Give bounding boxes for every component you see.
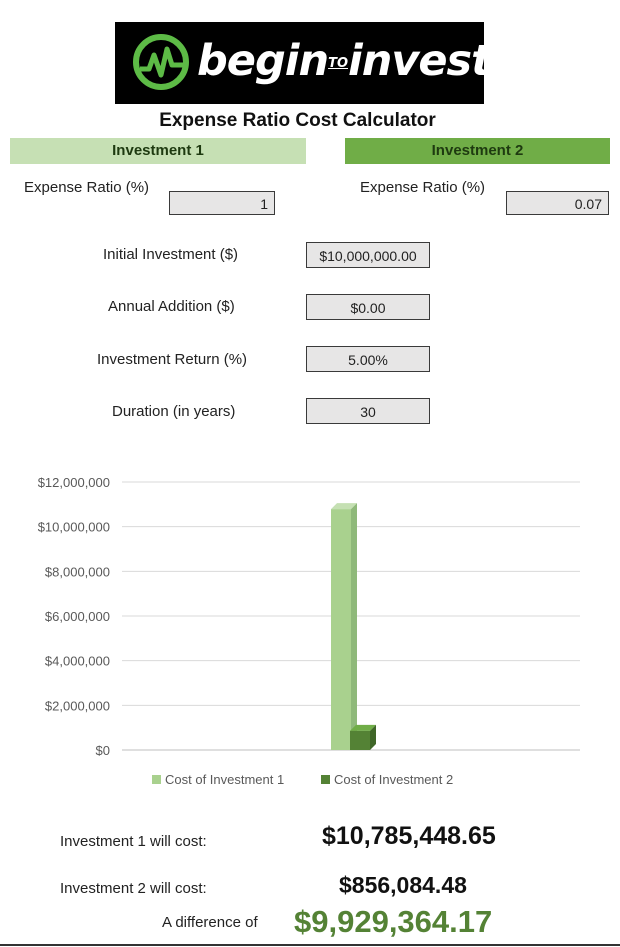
investment-2-cost-value: $856,084.48 xyxy=(339,872,467,898)
expense-ratio-1-field[interactable]: 1 xyxy=(169,191,275,215)
duration-label: Duration (in years) xyxy=(112,403,236,420)
logo: beginTOinvest xyxy=(115,22,492,104)
legend-label-2: Cost of Investment 2 xyxy=(334,772,453,787)
initial-investment-field[interactable]: $10,000,000.00 xyxy=(306,242,430,268)
investment-return-field[interactable]: 5.00% xyxy=(306,346,430,372)
y-axis-ticks: $0 $2,000,000 $4,000,000 $6,000,000 $8,000,0… xyxy=(38,475,110,758)
annual-addition-field[interactable]: $0.00 xyxy=(306,294,430,320)
chart-legend: Cost of Investment 1 Cost of Investment 2 xyxy=(152,772,453,787)
logo-chart-icon xyxy=(133,34,189,90)
difference-value: $9,929,364.17 xyxy=(294,904,493,939)
bottom-divider xyxy=(0,944,620,946)
difference-label: A difference of xyxy=(162,914,258,931)
y-tick-label: $12,000,000 xyxy=(38,475,110,490)
investment-1-header: Investment 1 xyxy=(10,138,306,164)
y-tick-label: $6,000,000 xyxy=(45,609,110,624)
investment-2-cost-label: Investment 2 will cost: xyxy=(60,880,207,897)
investment-1-cost-value: $10,785,448.65 xyxy=(322,822,496,850)
annual-addition-label: Annual Addition ($) xyxy=(108,298,235,315)
y-tick-label: $10,000,000 xyxy=(38,520,110,535)
duration-field[interactable]: 30 xyxy=(306,398,430,424)
logo-wordmark: beginTOinvest xyxy=(197,36,492,86)
legend-label-1: Cost of Investment 1 xyxy=(165,772,284,787)
legend-swatch-2 xyxy=(321,775,330,784)
legend-swatch-1 xyxy=(152,775,161,784)
chart-bars xyxy=(331,503,376,750)
y-tick-label: $4,000,000 xyxy=(45,654,110,669)
expense-ratio-2-field[interactable]: 0.07 xyxy=(506,191,609,215)
investment-1-cost-label: Investment 1 will cost: xyxy=(60,833,207,850)
page-title: Expense Ratio Cost Calculator xyxy=(159,110,436,131)
investment-return-label: Investment Return (%) xyxy=(97,351,248,368)
bar-2 xyxy=(350,724,376,750)
initial-investment-label: Initial Investment ($) xyxy=(103,246,239,263)
y-tick-label: $0 xyxy=(96,743,110,758)
expense-ratio-2-label: Expense Ratio (%) xyxy=(360,179,486,196)
cost-chart: $0 $2,000,000 $4,000,000 $6,000,000 $8,000,0… xyxy=(38,475,580,787)
investment-2-header: Investment 2 xyxy=(345,138,610,164)
expense-ratio-1-label: Expense Ratio (%) xyxy=(24,179,150,196)
bar-1 xyxy=(331,503,357,750)
y-tick-label: $8,000,000 xyxy=(45,564,110,579)
y-tick-label: $2,000,000 xyxy=(45,698,110,713)
